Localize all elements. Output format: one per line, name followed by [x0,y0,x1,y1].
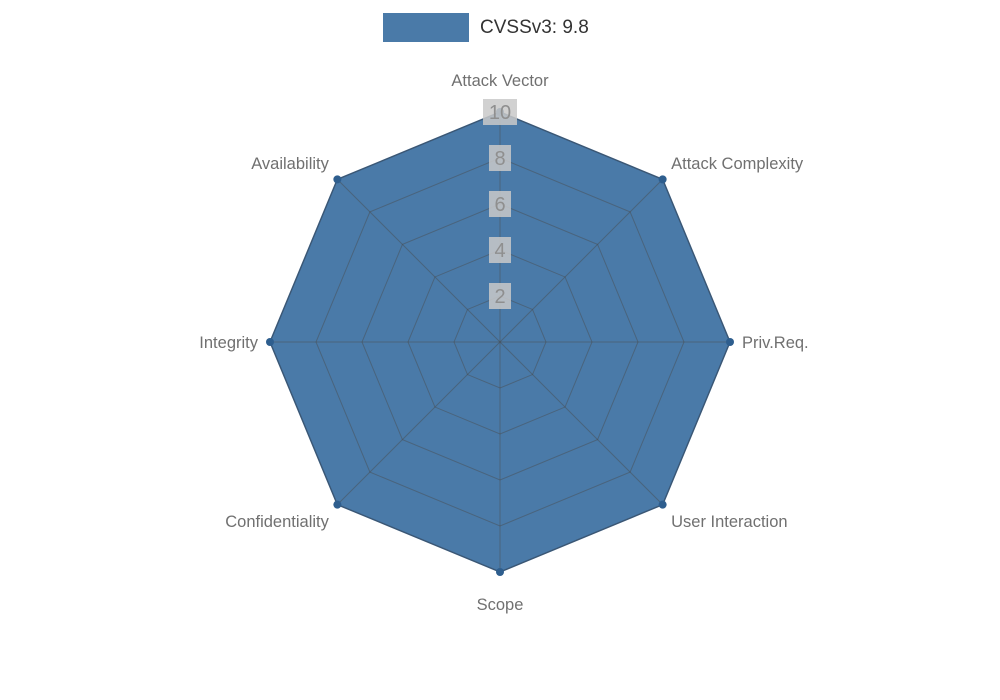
data-point [658,500,667,509]
axis-spoke [499,341,663,505]
axis-label: Attack Complexity [671,155,804,173]
radar-grid-layer [269,111,731,573]
axis-label: Confidentiality [225,513,329,531]
tick-label: 4 [494,240,505,262]
axis-label: Integrity [199,334,258,352]
tick-label-bg [489,237,511,263]
radar-axis-label-layer: Attack Vector Attack Complexity Priv.Req. U… [199,72,808,614]
tick-label-bg [483,99,517,125]
data-point [333,500,342,509]
grid-ring [315,157,685,527]
axis-label: Attack Vector [451,72,549,90]
tick-label: 10 [489,102,511,124]
data-point [333,175,342,184]
tick-label: 2 [494,286,505,308]
axis-spoke [337,341,501,505]
tick-label-bg [489,145,511,171]
grid-ring [453,295,547,389]
tick-label: 6 [494,194,505,216]
radar-tick-layer: 2 4 6 8 10 [483,99,517,309]
legend-swatch [383,13,469,42]
data-point [496,568,504,576]
tick-label: 8 [494,148,505,170]
data-point [266,338,274,346]
axis-label: Priv.Req. [742,334,809,352]
axis-spoke [337,179,501,343]
axis-label: User Interaction [671,513,787,531]
tick-label-bg [489,283,511,309]
legend-label: CVSSv3: 9.8 [480,17,589,38]
data-point [726,338,734,346]
axis-label: Availability [251,155,329,173]
legend: CVSSv3: 9.8 [383,13,589,42]
grid-ring [407,249,593,435]
grid-ring [361,203,639,481]
data-point [658,175,667,184]
axis-spoke [499,179,663,343]
axis-label: Scope [477,596,524,614]
tick-label-bg [489,191,511,217]
